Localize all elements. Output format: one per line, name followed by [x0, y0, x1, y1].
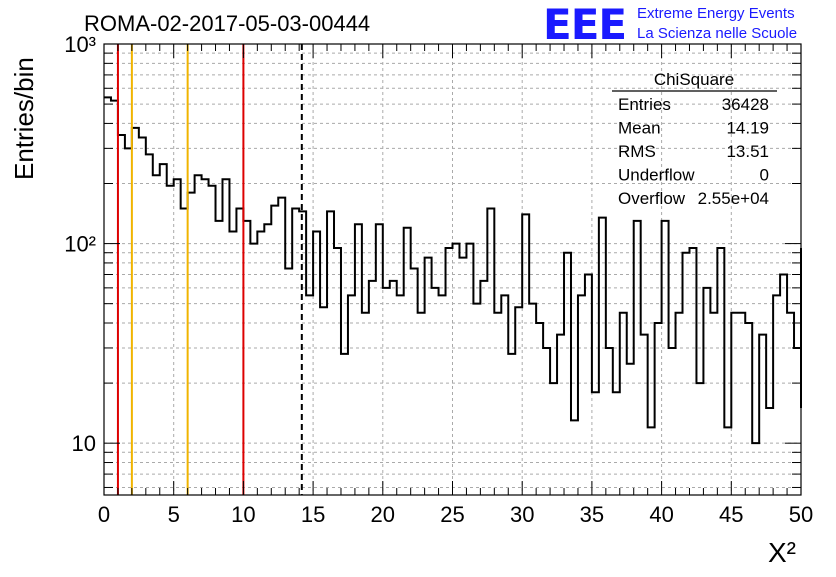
stats-title: ChiSquare — [654, 70, 734, 89]
x-tick-label: 0 — [98, 502, 110, 527]
x-tick-label: 25 — [440, 502, 464, 527]
stats-label: Mean — [618, 119, 661, 138]
x-tick-label: 10 — [231, 502, 255, 527]
stats-label: Underflow — [618, 166, 695, 185]
x-tick-label: 5 — [168, 502, 180, 527]
x-axis-label: X² — [768, 537, 796, 568]
stats-label: Entries — [618, 95, 671, 114]
stats-box: ChiSquare Entries 36428 Mean 14.19 RMS 13.51 U… — [612, 70, 777, 208]
axis-ticks — [103, 43, 802, 495]
stats-rows: Entries 36428 Mean 14.19 RMS 13.51 Underflow 0 O… — [618, 95, 769, 208]
eee-logo: EEE Extreme Energy Events La Scienza nel… — [543, 0, 797, 49]
x-tick-labels: 0 5 10 15 20 25 30 35 40 45 50 — [98, 502, 813, 527]
stats-label: RMS — [618, 142, 656, 161]
logo-mark: EEE — [543, 0, 626, 49]
y-tick-labels: 10 10² 10³ — [64, 32, 96, 456]
reference-lines — [116, 44, 303, 495]
y-tick-label: 10³ — [64, 32, 96, 57]
x-tick-label: 35 — [580, 502, 604, 527]
stats-value: 0 — [760, 166, 769, 185]
y-tick-label: 10 — [72, 431, 96, 456]
stats-label: Overflow — [618, 189, 686, 208]
stats-value: 36428 — [722, 95, 769, 114]
stats-value: 13.51 — [726, 142, 769, 161]
chart-title: ROMA-02-2017-05-03-00444 — [84, 11, 370, 36]
x-tick-label: 45 — [719, 502, 743, 527]
x-tick-label: 50 — [789, 502, 813, 527]
x-tick-label: 15 — [301, 502, 325, 527]
logo-line1: Extreme Energy Events — [637, 5, 795, 22]
y-tick-label: 10² — [64, 232, 96, 257]
histogram-series — [104, 96, 802, 445]
x-tick-label: 20 — [371, 502, 395, 527]
stats-value: 2.55e+04 — [698, 189, 769, 208]
x-tick-label: 40 — [649, 502, 673, 527]
stats-value: 14.19 — [726, 119, 769, 138]
logo-line2: La Scienza nelle Scuole — [637, 25, 797, 42]
histogram — [104, 96, 802, 445]
y-axis-label: Entries/bin — [9, 57, 39, 180]
x-tick-label: 30 — [510, 502, 534, 527]
